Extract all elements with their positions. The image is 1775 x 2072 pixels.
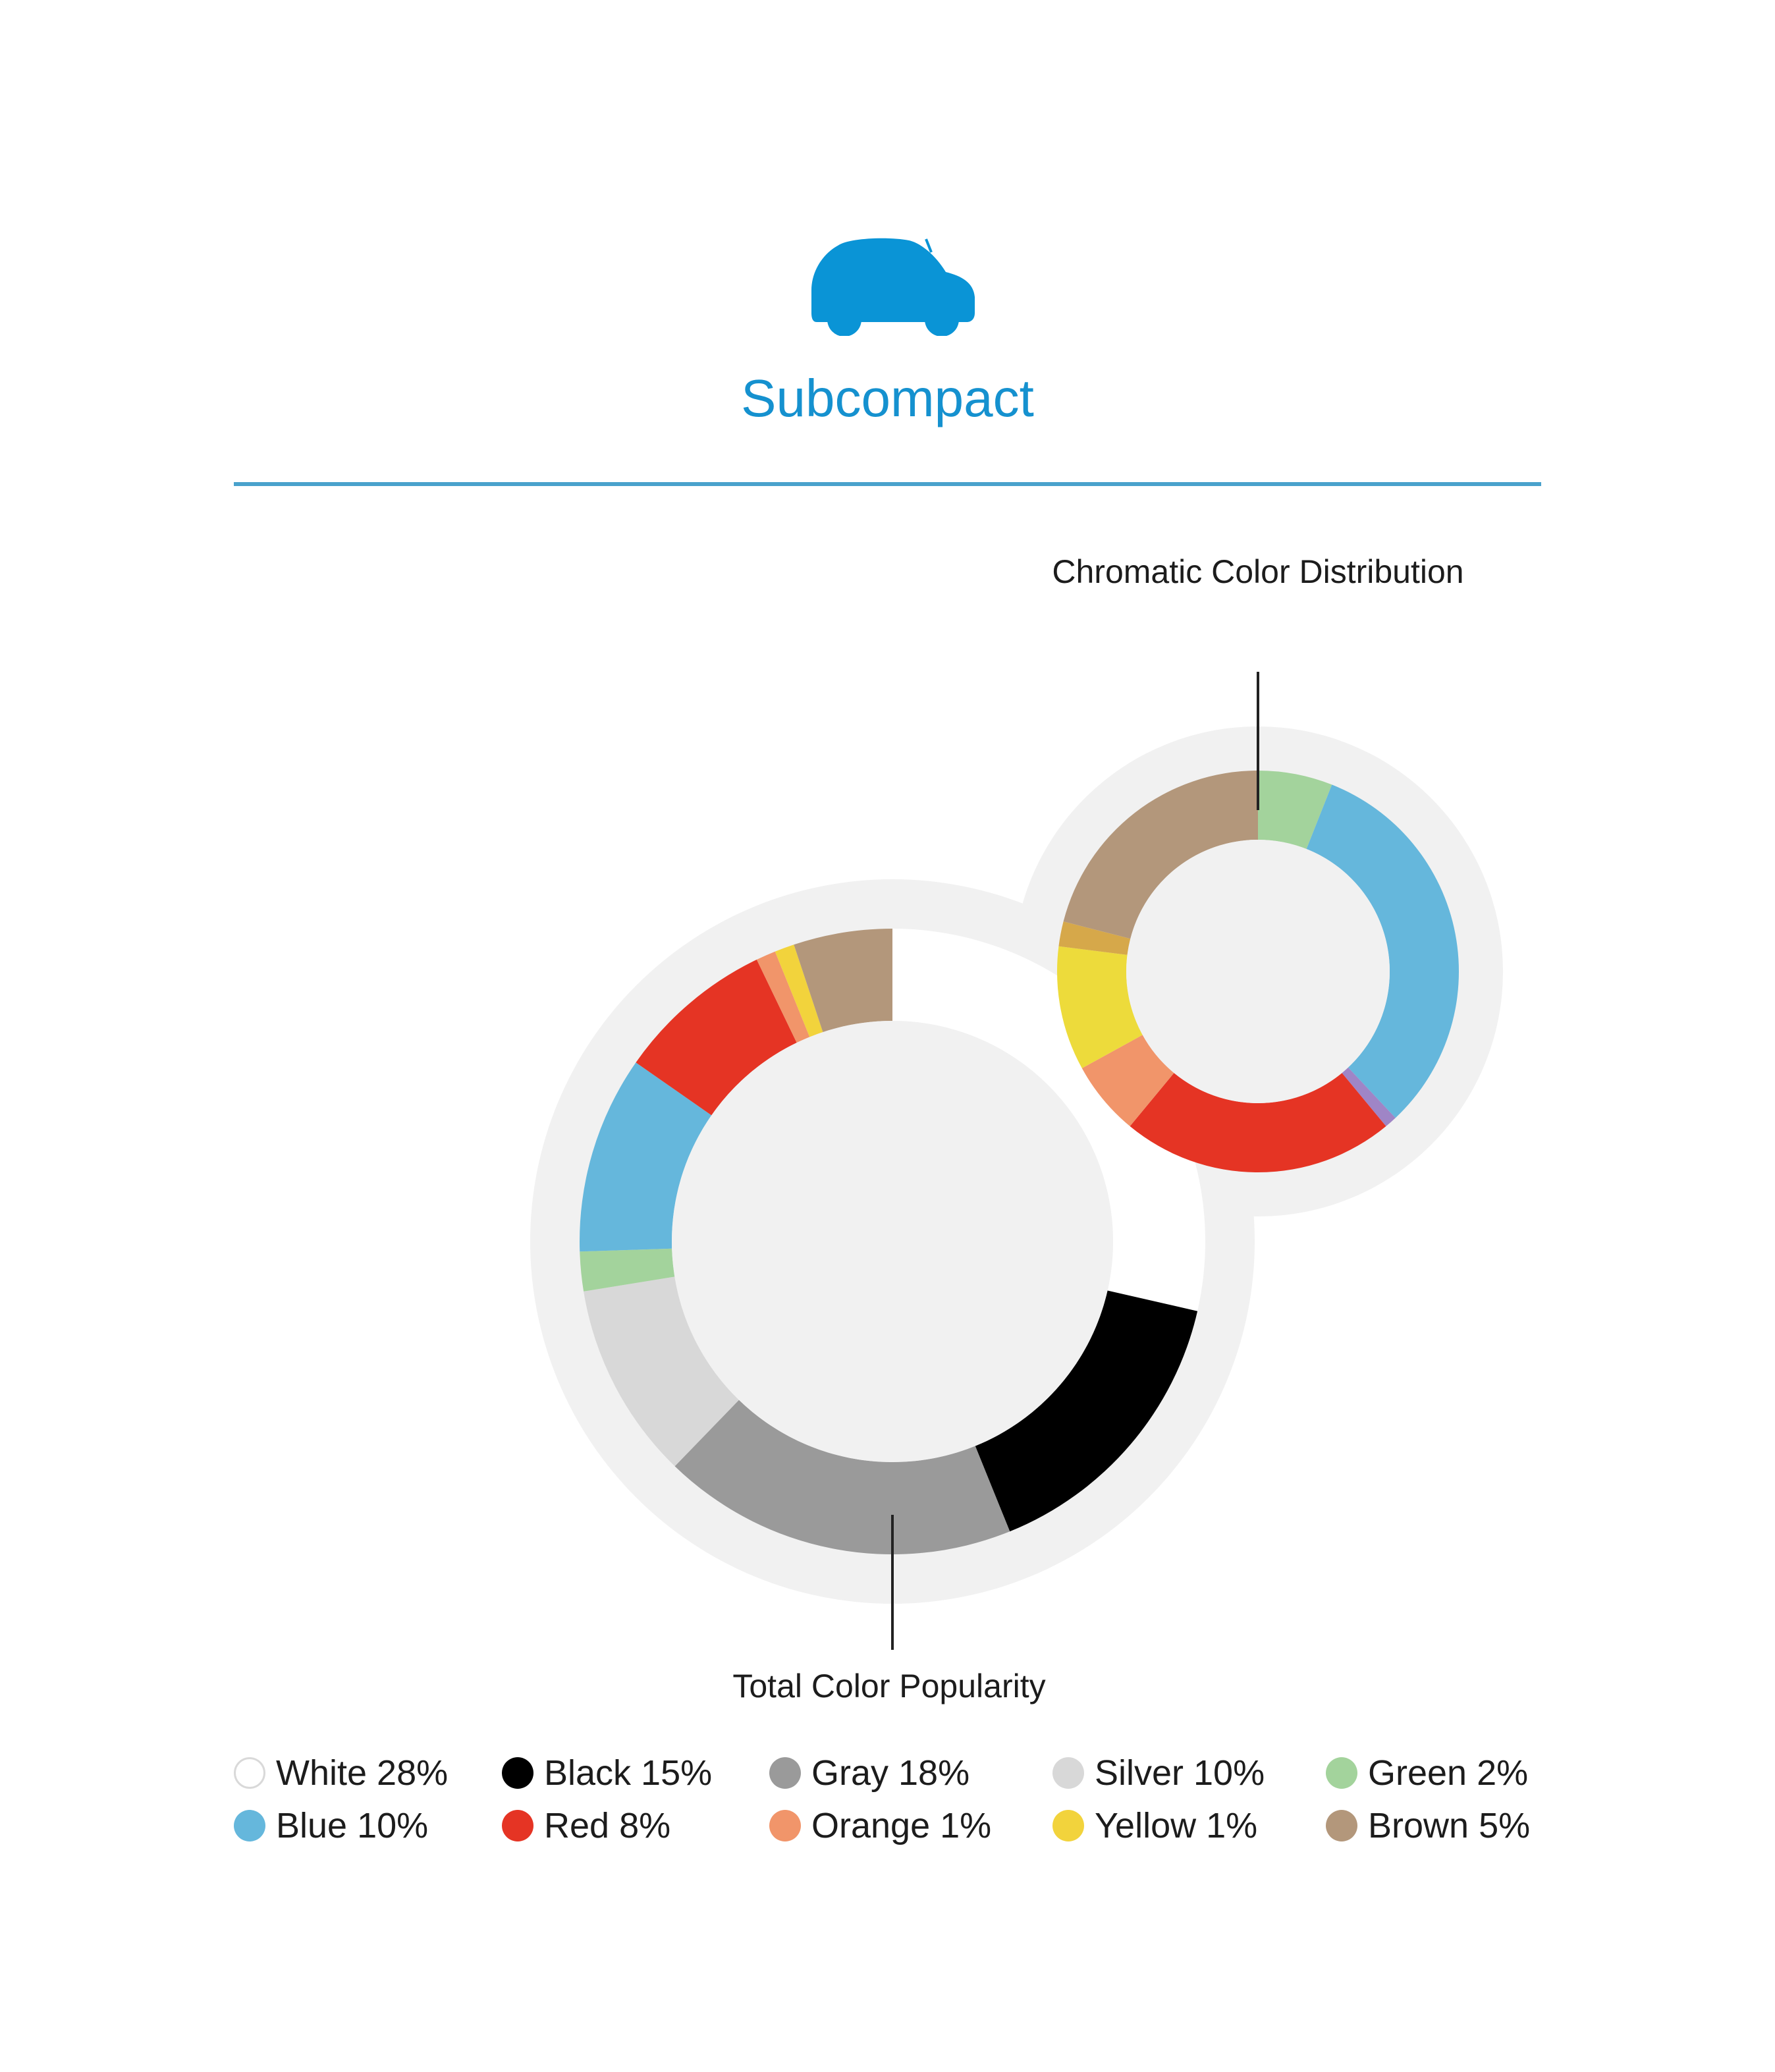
legend-swatch — [1326, 1810, 1357, 1841]
legend-swatch — [502, 1757, 533, 1789]
legend-label: Black 15% — [544, 1753, 713, 1793]
donut-hole — [1126, 840, 1390, 1103]
legend-swatch — [1326, 1757, 1357, 1789]
legend-swatch — [234, 1757, 265, 1789]
legend-item: Brown 5% — [1326, 1805, 1530, 1847]
legend-label: Green 2% — [1368, 1753, 1529, 1793]
legend-label: Silver 10% — [1095, 1753, 1265, 1793]
slice-orange — [1081, 1035, 1174, 1127]
legend-label: Orange 1% — [811, 1806, 992, 1845]
legend-label: White 28% — [276, 1753, 449, 1793]
slice-yellow — [775, 944, 823, 1037]
total-color-donut — [580, 929, 1205, 1554]
legend-item: Orange 1% — [769, 1805, 991, 1847]
total-chart-label: Total Color Popularity — [732, 1668, 1046, 1704]
slice-red — [1130, 1073, 1386, 1173]
slice-silver — [584, 1276, 739, 1467]
legend-swatch — [769, 1810, 801, 1841]
legend-item: Silver 10% — [1052, 1752, 1265, 1794]
slice-brown — [794, 929, 892, 1033]
legend-swatch — [769, 1757, 801, 1789]
legend-item: Green 2% — [1326, 1752, 1528, 1794]
legend-item: Yellow 1% — [1052, 1805, 1257, 1847]
page-title: Subcompact — [741, 369, 1034, 427]
legend-label: Brown 5% — [1368, 1806, 1531, 1845]
car-icon — [811, 238, 975, 336]
legend-item: Blue 10% — [234, 1805, 428, 1847]
slice-yellow — [1057, 946, 1143, 1068]
legend-swatch — [1052, 1810, 1084, 1841]
slice-blue — [1306, 784, 1460, 1118]
legend-label: Red 8% — [544, 1806, 671, 1845]
legend-item: White 28% — [234, 1752, 448, 1794]
legend-item: Black 15% — [502, 1752, 712, 1794]
chromatic-color-donut — [1057, 771, 1460, 1173]
slice-white — [892, 929, 1205, 1311]
legend-label: Yellow 1% — [1095, 1806, 1258, 1845]
slice-orange — [756, 951, 810, 1043]
legend-swatch — [502, 1810, 533, 1841]
legend-swatch — [234, 1810, 265, 1841]
slice-purple — [1342, 1067, 1396, 1127]
chromatic-chart-label: Chromatic Color Distribution — [1052, 553, 1464, 590]
legend-item: Gray 18% — [769, 1752, 969, 1794]
title-divider — [234, 482, 1541, 486]
legend-swatch — [1052, 1757, 1084, 1789]
legend-label: Gray 18% — [811, 1753, 970, 1793]
slice-brown — [1063, 771, 1258, 939]
slice-blue — [580, 1062, 712, 1252]
slice-gold — [1058, 921, 1131, 955]
legend-label: Blue 10% — [276, 1806, 429, 1845]
slice-green — [580, 1248, 675, 1292]
donut-hole — [672, 1021, 1113, 1462]
slice-green — [1258, 771, 1332, 850]
slice-gray — [674, 1400, 1010, 1554]
slice-black — [975, 1290, 1198, 1532]
legend-item: Red 8% — [502, 1805, 670, 1847]
slice-red — [636, 960, 797, 1116]
